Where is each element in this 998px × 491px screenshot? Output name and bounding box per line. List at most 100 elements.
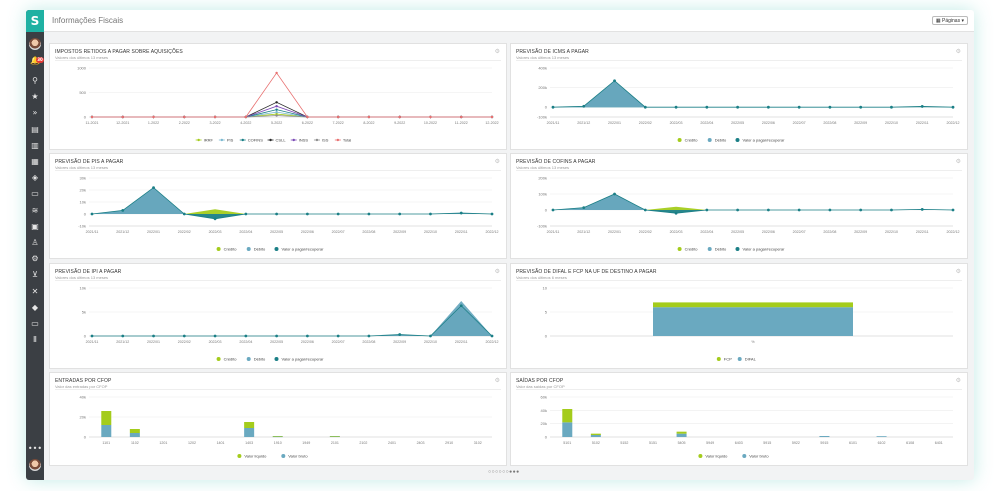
y-tick-label: 500 — [79, 90, 86, 95]
pause-icon[interactable]: Ⅱ — [33, 335, 37, 345]
gear-icon[interactable]: ⚙ — [494, 378, 500, 384]
legend-label: COFINS — [248, 138, 263, 143]
cart-icon[interactable]: ⊻ — [32, 270, 38, 280]
legend-swatch — [220, 138, 224, 142]
gear-icon[interactable]: ⚙ — [955, 159, 961, 165]
card-title: PREVISÃO DE PIS A PAGAR — [55, 159, 124, 165]
x-tick-label: 2101 — [331, 441, 339, 445]
x-tick-label: 1202 — [188, 441, 196, 445]
monitor-icon[interactable]: ▭ — [31, 319, 39, 328]
x-tick-label: 2022/05 — [270, 340, 283, 344]
x-tick-label: 1949 — [302, 441, 310, 445]
gear-icon[interactable]: ⚙ — [494, 159, 500, 165]
avatar[interactable] — [29, 38, 41, 50]
card-subtitle: Valores dos últimos 13 meses — [55, 275, 109, 280]
y-tick-label: 20k — [541, 421, 547, 426]
legend-label: Débito — [715, 138, 727, 143]
chart-impostos: 0 500 1000 11-2021 12-2021 1-2022 2-2022 3-2022… — [77, 66, 499, 143]
legend-label: Crédito — [685, 247, 699, 252]
data-point — [121, 209, 125, 212]
bar — [562, 422, 573, 437]
gear-icon[interactable]: ⚙ — [955, 378, 961, 384]
y-tick-label: 200k — [538, 176, 547, 181]
building-icon[interactable]: ▤ — [31, 124, 39, 134]
x-tick-label: 5915 — [820, 441, 828, 445]
x-tick-label: 5-2022 — [271, 121, 282, 125]
truck-icon[interactable]: ▭ — [31, 189, 39, 199]
gear-icon[interactable]: ⚙ — [494, 269, 500, 275]
divider — [55, 60, 501, 61]
legend-swatch — [742, 454, 747, 458]
data-point — [429, 334, 432, 338]
tools-icon[interactable]: ✕ — [31, 286, 39, 296]
bar — [329, 436, 340, 437]
y-tick-label: 0 — [84, 115, 87, 120]
divider — [55, 170, 501, 171]
series-line — [552, 80, 954, 108]
legend-label: Débito — [254, 357, 266, 362]
diamond-icon[interactable]: ◆ — [31, 302, 39, 312]
legend-label: CSLL — [276, 138, 287, 143]
x-tick-label: 2022/10 — [424, 230, 437, 234]
bar — [101, 425, 112, 437]
x-tick-label: 2021/12 — [116, 340, 129, 344]
pages-button[interactable]: ▦ Páginas ▾ — [931, 16, 968, 25]
gear-icon[interactable]: ⚙ — [494, 49, 500, 55]
top-bar: Informações Fiscais ▦ Páginas ▾ — [44, 10, 974, 32]
legend-label: Valor a pagar/recuperar — [282, 247, 325, 252]
users-icon[interactable]: ▦ — [31, 157, 39, 166]
x-tick-label: 2022/08 — [362, 340, 375, 344]
chart-pis: -10k 0 10k 20k 30k 2021/11 2021/12 2022/01 2022/… — [78, 176, 498, 252]
legend-swatch — [698, 454, 703, 458]
x-tick-label: 10-2022 — [424, 121, 437, 125]
chart-entradas: 0 20k 40k 1101 1102 1201 1202 1401 1403 1910 1949 2… — [80, 395, 492, 459]
legend-swatch — [735, 138, 740, 142]
chevrons-right-icon[interactable]: » — [32, 108, 38, 118]
gear-icon[interactable]: ⚙ — [955, 49, 961, 55]
settings-icon[interactable]: ⚙ — [31, 254, 39, 264]
bell-icon[interactable]: 🔔 — [30, 56, 40, 65]
x-tick-label: 6101 — [849, 441, 857, 445]
carousel-dots[interactable]: ○○○○○○●●● — [488, 469, 520, 475]
y-tick-label: 10k — [80, 286, 86, 291]
x-tick-label: 5922 — [792, 441, 800, 445]
more-icon[interactable]: ••• — [27, 444, 43, 453]
search-icon[interactable]: ⚲ — [32, 76, 38, 85]
y-tick-label: 60k — [541, 395, 547, 400]
card-title: SAÍDAS POR CFOP — [516, 378, 564, 384]
legend-label: Valor líquido — [705, 454, 728, 459]
data-point — [275, 108, 278, 111]
star-icon[interactable]: ★ — [31, 92, 39, 102]
data-point — [551, 208, 555, 212]
x-tick-label: 2022/07 — [793, 121, 806, 125]
data-point — [90, 212, 94, 216]
data-point — [951, 208, 955, 212]
card-subtitle: Valor das saídas por CFOP — [516, 384, 565, 389]
legend-swatch — [336, 138, 340, 142]
bar — [129, 433, 140, 437]
legend-swatch — [237, 454, 242, 458]
shield-icon[interactable]: ◈ — [31, 173, 39, 183]
data-point — [490, 115, 494, 119]
x-tick-label: 2022/09 — [854, 230, 867, 234]
logo[interactable]: S — [26, 10, 44, 32]
bar-chart-icon[interactable]: ▥ — [31, 140, 39, 150]
y-tick-label: 20k — [80, 415, 86, 420]
data-point — [121, 334, 125, 338]
user-cog-icon[interactable]: ♙ — [31, 238, 39, 247]
gear-icon[interactable]: ⚙ — [955, 269, 961, 275]
legend-swatch — [292, 138, 295, 142]
handshake-icon[interactable]: ≋ — [31, 205, 39, 215]
x-tick-label: 2022/11 — [455, 230, 468, 234]
card-subtitle: Valores dos últimos 13 meses — [55, 165, 109, 170]
legend-swatch — [707, 138, 712, 142]
x-tick-label: 2022/09 — [854, 121, 867, 125]
avatar[interactable] — [29, 459, 41, 471]
box-icon[interactable]: ▣ — [31, 221, 39, 231]
data-point — [613, 79, 616, 83]
y-tick-label: 1000 — [77, 66, 87, 71]
x-tick-label: 5949 — [706, 441, 714, 445]
x-tick-label: 1910 — [274, 441, 282, 445]
x-tick-label: 2022/05 — [731, 230, 744, 234]
divider — [516, 170, 962, 171]
